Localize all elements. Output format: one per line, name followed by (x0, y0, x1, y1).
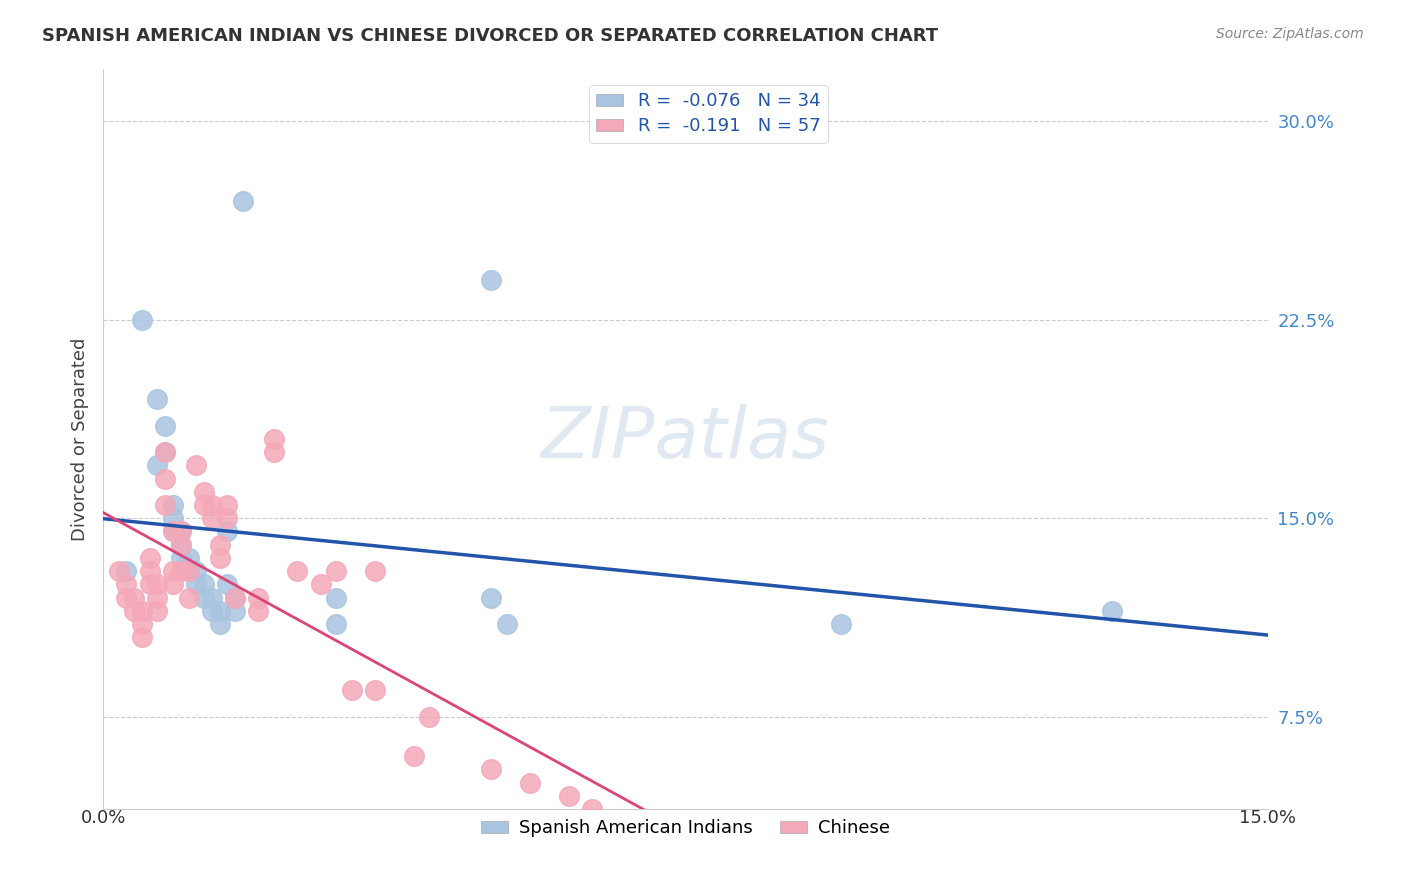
Point (162, 511, 184, 525)
Point (596, 815, 619, 830)
Point (224, 591, 246, 605)
Point (170, 524, 193, 539)
Point (155, 445, 177, 459)
Point (418, 709, 440, 723)
Point (138, 564, 160, 578)
Point (247, 591, 270, 605)
Point (201, 604, 224, 618)
Point (224, 591, 246, 605)
Point (581, 802, 603, 816)
Point (208, 550, 231, 565)
Point (170, 550, 193, 565)
Point (186, 458, 208, 473)
Point (146, 604, 169, 618)
Point (830, 617, 852, 632)
Point (263, 445, 285, 459)
Point (232, 194, 254, 208)
Point (162, 524, 184, 539)
Point (186, 577, 208, 591)
Point (247, 604, 270, 618)
Point (217, 524, 239, 539)
Point (364, 683, 387, 698)
Point (131, 617, 153, 632)
Point (146, 458, 169, 473)
Point (217, 498, 239, 512)
Point (177, 564, 200, 578)
Point (224, 604, 246, 618)
Text: ZIPatlas: ZIPatlas (541, 404, 830, 474)
Point (479, 763, 502, 777)
Point (131, 313, 153, 327)
Point (309, 577, 332, 591)
Point (170, 538, 193, 552)
Point (162, 524, 184, 539)
Point (155, 418, 177, 433)
Point (131, 604, 153, 618)
Point (673, 842, 696, 856)
Point (155, 471, 177, 485)
Text: 0.0%: 0.0% (80, 809, 125, 827)
Text: SPANISH AMERICAN INDIAN VS CHINESE DIVORCED OR SEPARATED CORRELATION CHART: SPANISH AMERICAN INDIAN VS CHINESE DIVOR… (42, 27, 938, 45)
Point (713, 855, 735, 869)
Point (1101, 604, 1123, 618)
Point (170, 524, 193, 539)
Point (186, 564, 208, 578)
Point (495, 617, 517, 632)
Point (162, 564, 184, 578)
Point (177, 550, 200, 565)
Point (193, 591, 215, 605)
Point (519, 775, 541, 789)
Y-axis label: Divorced or Separated: Divorced or Separated (72, 337, 89, 541)
Point (155, 445, 177, 459)
Point (138, 550, 160, 565)
Text: 15.0%: 15.0% (1239, 809, 1296, 827)
Point (170, 538, 193, 552)
Point (193, 577, 215, 591)
Point (217, 577, 239, 591)
Point (115, 591, 138, 605)
Point (208, 617, 231, 632)
Point (138, 577, 160, 591)
Point (752, 868, 775, 882)
Point (201, 591, 224, 605)
Point (402, 749, 425, 764)
Point (131, 630, 153, 644)
Point (146, 577, 169, 591)
Point (193, 498, 215, 512)
Point (115, 564, 138, 578)
Point (263, 432, 285, 446)
Point (201, 498, 224, 512)
Point (208, 538, 231, 552)
Point (325, 564, 347, 578)
Point (155, 498, 177, 512)
Point (479, 591, 502, 605)
Point (193, 484, 215, 499)
Point (146, 392, 169, 406)
Point (115, 577, 138, 591)
Point (162, 577, 184, 591)
Point (636, 829, 658, 843)
Point (122, 604, 145, 618)
Point (177, 591, 200, 605)
Point (790, 881, 813, 892)
Point (558, 789, 581, 803)
Point (146, 591, 169, 605)
Point (208, 604, 231, 618)
Text: Source: ZipAtlas.com: Source: ZipAtlas.com (1216, 27, 1364, 41)
Point (217, 511, 239, 525)
Point (285, 564, 308, 578)
Point (340, 683, 363, 698)
Legend: Spanish American Indians, Chinese: Spanish American Indians, Chinese (474, 812, 897, 845)
Point (364, 564, 387, 578)
Point (177, 564, 200, 578)
Point (162, 498, 184, 512)
Point (201, 511, 224, 525)
Point (325, 591, 347, 605)
Point (325, 617, 347, 632)
Point (479, 273, 502, 287)
Point (170, 564, 193, 578)
Point (107, 564, 129, 578)
Point (122, 591, 145, 605)
